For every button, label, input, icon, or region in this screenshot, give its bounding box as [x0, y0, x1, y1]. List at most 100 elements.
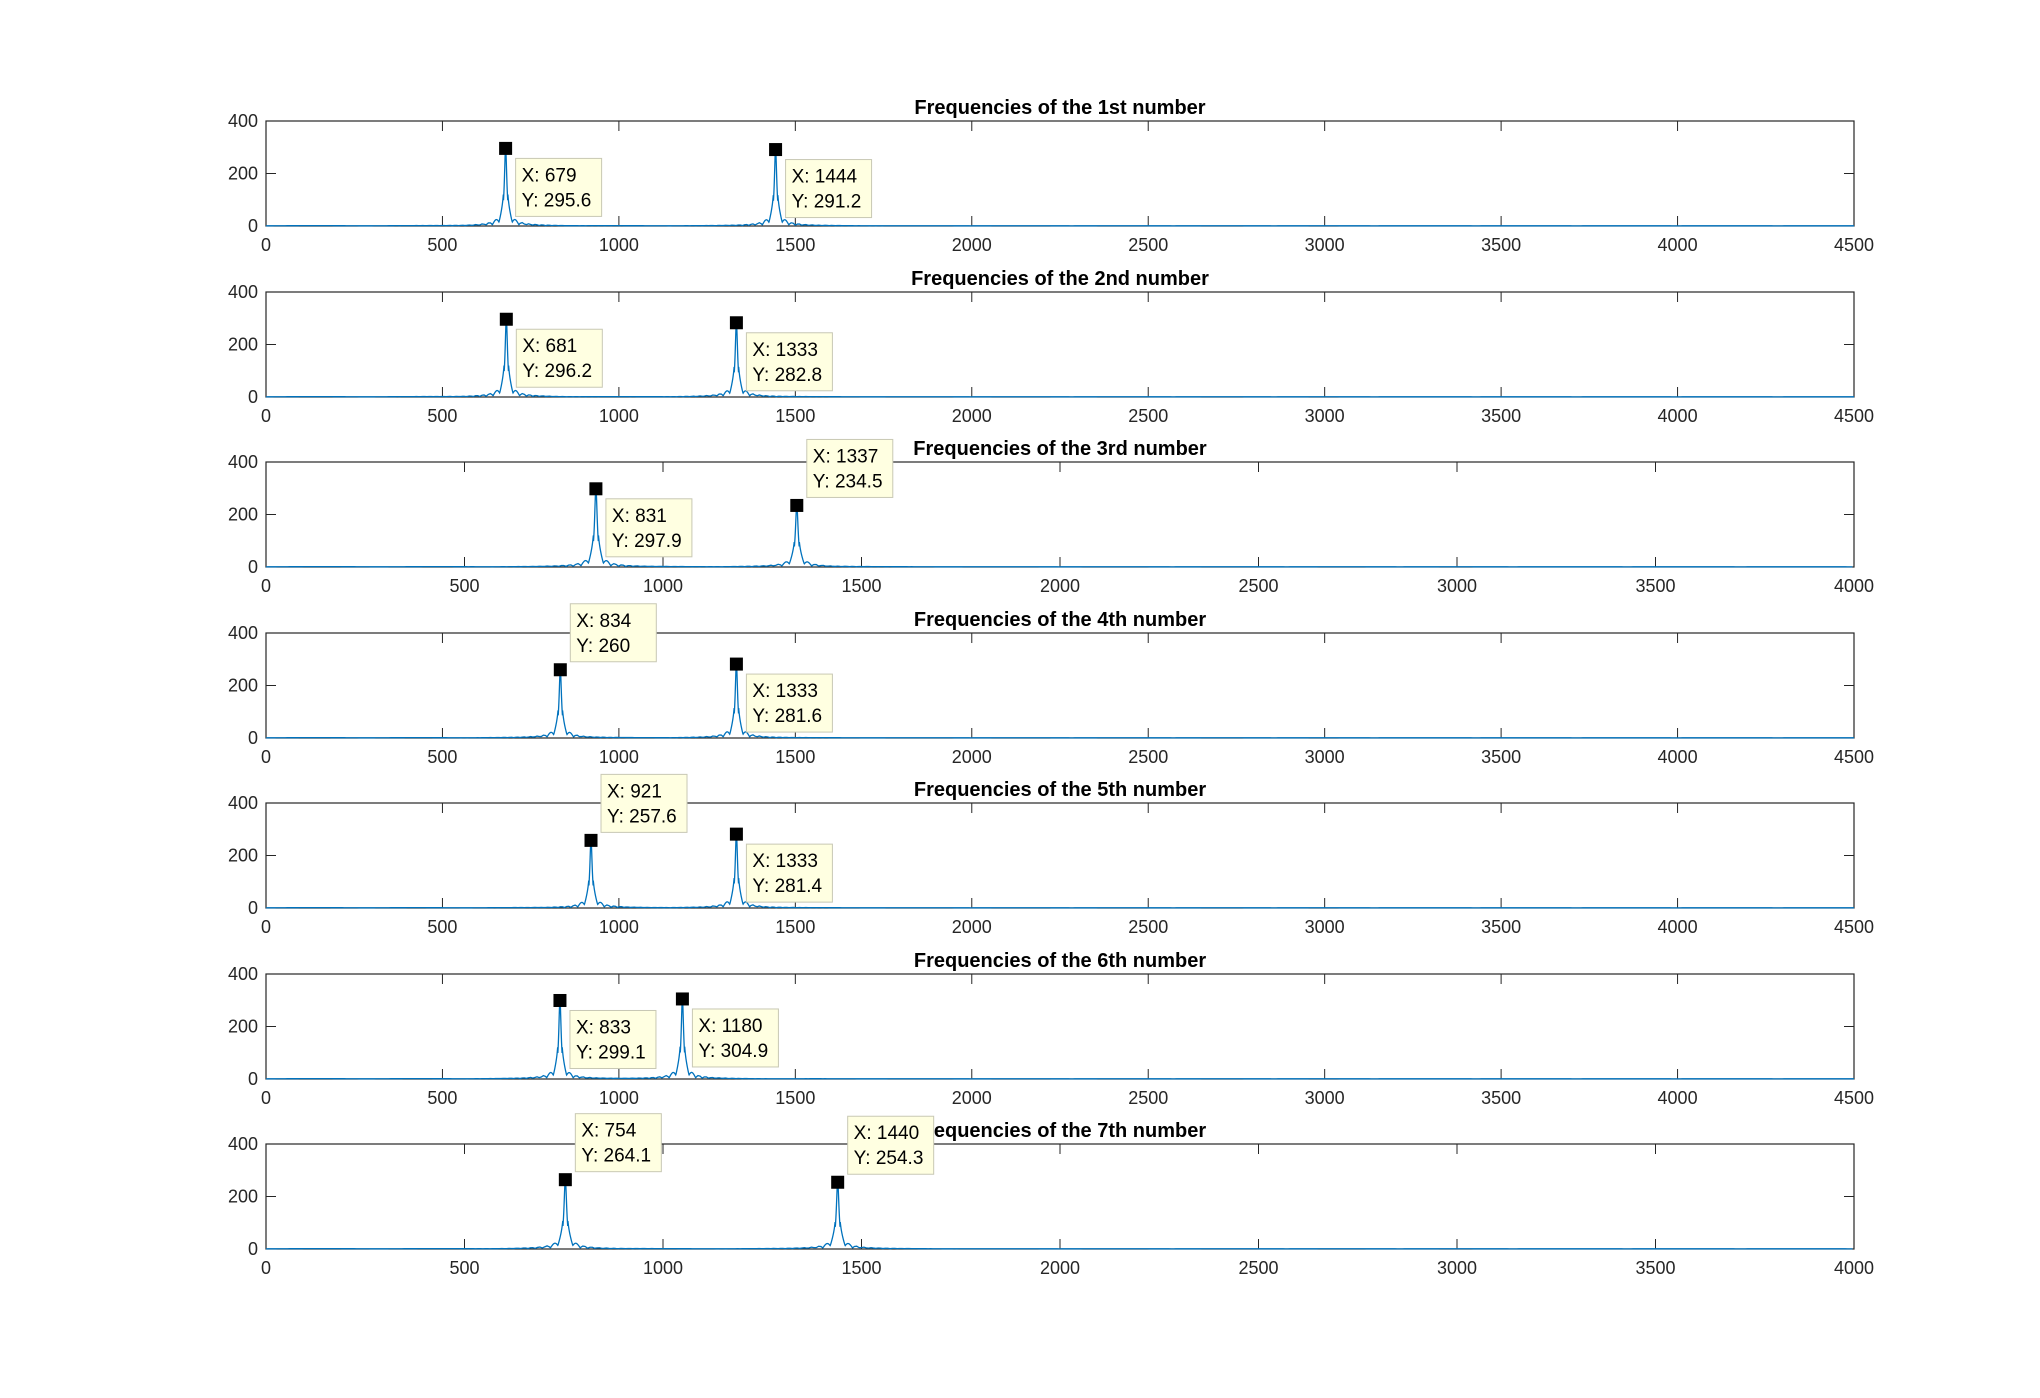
- x-tick-label: 3000: [1437, 576, 1477, 596]
- datatip-y-label: Y: 291.2: [792, 192, 862, 213]
- x-tick-label: 2500: [1128, 406, 1168, 426]
- datatip-x-label: X: 1180: [698, 1016, 762, 1037]
- peak-marker[interactable]: [584, 833, 598, 847]
- chart-title: Frequencies of the 3rd number: [913, 438, 1207, 460]
- datatip-y-label: Y: 304.9: [698, 1041, 768, 1062]
- datatip-x-label: X: 1444: [792, 167, 858, 188]
- peak-marker[interactable]: [729, 657, 743, 671]
- peak-marker[interactable]: [499, 312, 513, 326]
- x-tick-label: 4000: [1658, 235, 1698, 255]
- datatip[interactable]: X: 831 Y: 297.9: [605, 498, 693, 558]
- x-tick-label: 1500: [841, 1258, 881, 1278]
- datatip-y-label: Y: 260: [576, 636, 630, 657]
- x-tick-label: 3000: [1305, 917, 1345, 937]
- peak-marker[interactable]: [553, 993, 567, 1007]
- y-tick-label: 200: [228, 335, 258, 355]
- y-tick-label: 200: [228, 676, 258, 696]
- datatip-y-label: Y: 295.6: [522, 190, 592, 211]
- subplot-5: Frequencies of the 5th number 0 500 1000 150…: [228, 773, 1874, 937]
- spectrum-line: [265, 833, 1854, 909]
- datatip[interactable]: X: 1180 Y: 304.9: [691, 1008, 779, 1068]
- y-tick-label: 200: [228, 846, 258, 866]
- x-tick-label: 3000: [1305, 235, 1345, 255]
- x-tick-label: 0: [261, 576, 271, 596]
- y-tick-label: 0: [248, 557, 258, 577]
- peak-marker[interactable]: [769, 143, 783, 157]
- x-tick-label: 1500: [775, 917, 815, 937]
- datatip-box: [515, 328, 603, 388]
- datatip-y-label: Y: 297.9: [612, 531, 682, 552]
- datatip-y-label: Y: 264.1: [581, 1146, 651, 1167]
- datatip-y-label: Y: 299.1: [576, 1042, 646, 1063]
- y-tick-label: 400: [228, 793, 258, 813]
- x-tick-label: 1000: [599, 1088, 639, 1108]
- datatip-box: [569, 1009, 657, 1069]
- x-tick-label: 4500: [1834, 1088, 1874, 1108]
- y-tick-label: 0: [248, 1239, 258, 1259]
- datatip-y-label: Y: 281.6: [752, 706, 822, 727]
- x-tick-label: 0: [261, 406, 271, 426]
- peak-marker[interactable]: [499, 141, 513, 155]
- datatip[interactable]: X: 833 Y: 299.1: [569, 1009, 657, 1069]
- axes-box: [265, 973, 1855, 1080]
- peak-marker[interactable]: [589, 482, 603, 496]
- x-tick-label: 4500: [1834, 917, 1874, 937]
- x-tick-label: 3500: [1481, 406, 1521, 426]
- datatip-box: [569, 603, 657, 663]
- chart-title: Frequencies of the 7th number: [914, 1120, 1206, 1142]
- x-tick-label: 3500: [1635, 1258, 1675, 1278]
- x-tick-label: 0: [261, 917, 271, 937]
- x-tick-label: 4000: [1658, 747, 1698, 767]
- peak-marker[interactable]: [729, 827, 743, 841]
- spectrum-line: [265, 998, 1854, 1080]
- x-tick-label: 0: [261, 1258, 271, 1278]
- datatip-x-label: X: 1333: [752, 851, 818, 872]
- x-tick-label: 0: [261, 1088, 271, 1108]
- datatip[interactable]: X: 1337 Y: 234.5: [806, 438, 894, 498]
- chart-title: Frequencies of the 5th number: [914, 779, 1206, 801]
- peak-marker[interactable]: [790, 498, 804, 512]
- datatip[interactable]: X: 1333 Y: 282.8: [745, 332, 833, 392]
- datatip-y-label: Y: 282.8: [752, 365, 822, 386]
- datatip[interactable]: X: 679 Y: 295.6: [515, 157, 603, 217]
- datatip-y-label: Y: 281.4: [752, 876, 822, 897]
- axes-box: [265, 802, 1855, 909]
- datatip[interactable]: X: 681 Y: 296.2: [515, 328, 603, 388]
- x-tick-label: 1500: [775, 406, 815, 426]
- datatip[interactable]: X: 834 Y: 260: [569, 603, 657, 663]
- x-tick-label: 500: [427, 235, 457, 255]
- peak-marker[interactable]: [831, 1175, 845, 1189]
- x-tick-label: 3000: [1305, 747, 1345, 767]
- subplot-1: Frequencies of the 1st number 0 500 1000 150…: [228, 97, 1874, 255]
- x-tick-label: 2000: [1040, 1258, 1080, 1278]
- datatip[interactable]: X: 1333 Y: 281.4: [745, 843, 833, 903]
- datatip[interactable]: X: 754 Y: 264.1: [574, 1113, 662, 1173]
- datatip[interactable]: X: 921 Y: 257.6: [600, 773, 688, 833]
- x-tick-label: 1500: [775, 747, 815, 767]
- datatip-x-label: X: 921: [607, 781, 662, 802]
- chart-title: Frequencies of the 2nd number: [911, 268, 1209, 290]
- x-tick-label: 4500: [1834, 235, 1874, 255]
- subplot-7: Frequencies of the 7th number 0 500 1000 150…: [228, 1113, 1874, 1278]
- datatip-box: [574, 1113, 662, 1173]
- x-tick-label: 2500: [1128, 917, 1168, 937]
- x-tick-label: 4500: [1834, 406, 1874, 426]
- peak-marker[interactable]: [558, 1173, 572, 1187]
- datatip[interactable]: X: 1440 Y: 254.3: [847, 1115, 935, 1175]
- spectrum-line: [265, 488, 1853, 568]
- peak-marker[interactable]: [553, 663, 567, 677]
- x-tick-label: 2000: [1040, 576, 1080, 596]
- x-tick-label: 1500: [775, 1088, 815, 1108]
- datatip[interactable]: X: 1333 Y: 281.6: [745, 673, 833, 733]
- datatip-x-label: X: 831: [612, 506, 667, 527]
- datatip[interactable]: X: 1444 Y: 291.2: [785, 159, 873, 219]
- datatip-x-label: X: 1333: [752, 340, 818, 361]
- y-tick-label: 0: [248, 216, 258, 236]
- peak-marker[interactable]: [729, 316, 743, 330]
- y-tick-label: 200: [228, 164, 258, 184]
- subplot-2: Frequencies of the 2nd number 0 500 1000 150…: [228, 268, 1874, 426]
- x-tick-label: 3000: [1305, 406, 1345, 426]
- peak-marker[interactable]: [675, 992, 689, 1006]
- datatip-box: [785, 159, 873, 219]
